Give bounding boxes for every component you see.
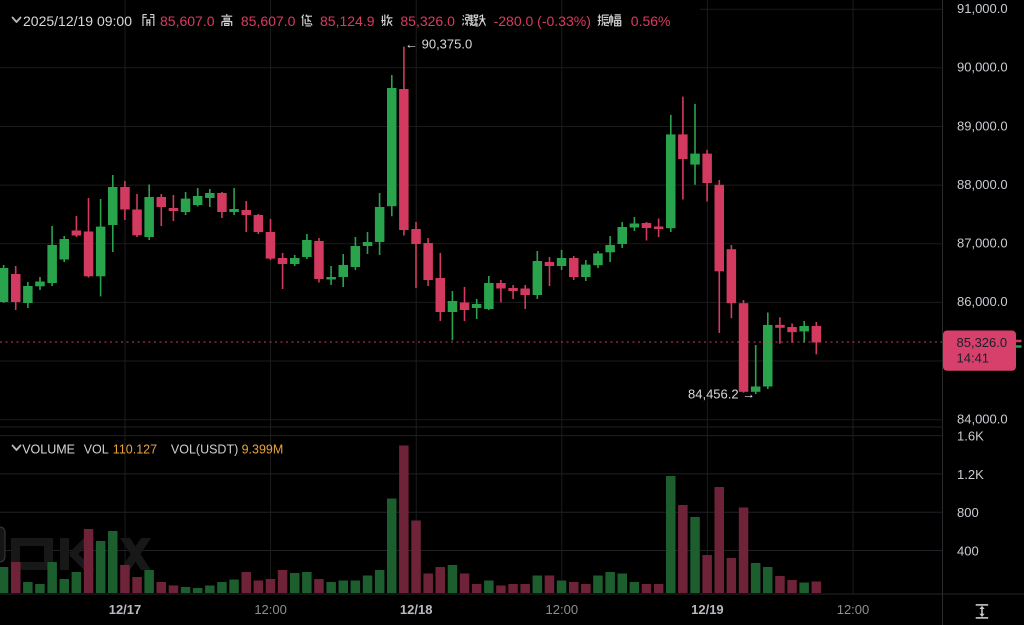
svg-text:12/18: 12/18: [400, 602, 433, 617]
svg-text:85,607.0: 85,607.0: [241, 13, 296, 29]
svg-text:12:00: 12:00: [546, 602, 579, 617]
svg-text:0.56%: 0.56%: [631, 13, 671, 29]
svg-text:85,124.9: 85,124.9: [320, 13, 375, 29]
svg-text:84,456.2 →: 84,456.2 →: [688, 387, 755, 402]
svg-text:1.2K: 1.2K: [957, 467, 984, 482]
svg-text:88,000.0: 88,000.0: [957, 177, 1008, 192]
svg-text:1.6K: 1.6K: [957, 429, 984, 444]
svg-text:12:00: 12:00: [837, 602, 870, 617]
svg-text:VOLUME: VOLUME: [22, 443, 75, 457]
svg-text:85,326.0: 85,326.0: [400, 13, 455, 29]
svg-text:90,000.0: 90,000.0: [957, 60, 1008, 75]
svg-text:87,000.0: 87,000.0: [957, 236, 1008, 251]
svg-text:12:00: 12:00: [254, 602, 287, 617]
svg-text:110.127: 110.127: [113, 443, 157, 457]
svg-text:84,000.0: 84,000.0: [957, 412, 1008, 427]
svg-text:12/19: 12/19: [691, 602, 724, 617]
svg-text:2025/12/19 09:00: 2025/12/19 09:00: [23, 13, 132, 29]
svg-text:400: 400: [957, 543, 979, 558]
svg-text:85,326.0: 85,326.0: [957, 335, 1008, 350]
svg-text:14:41: 14:41: [957, 351, 990, 366]
svg-text:86,000.0: 86,000.0: [957, 294, 1008, 309]
svg-text:9.399M: 9.399M: [242, 443, 284, 457]
svg-text:91,000.0: 91,000.0: [957, 1, 1008, 16]
svg-text:800: 800: [957, 505, 979, 520]
svg-text:← 90,375.0: ← 90,375.0: [405, 37, 472, 52]
svg-text:85,607.0: 85,607.0: [160, 13, 215, 29]
svg-text:-280.0 (-0.33%): -280.0 (-0.33%): [494, 13, 591, 29]
svg-text:VOL: VOL: [84, 443, 109, 457]
svg-text:12/17: 12/17: [109, 602, 142, 617]
svg-text:89,000.0: 89,000.0: [957, 118, 1008, 133]
svg-text:VOL(USDT): VOL(USDT): [171, 443, 238, 457]
